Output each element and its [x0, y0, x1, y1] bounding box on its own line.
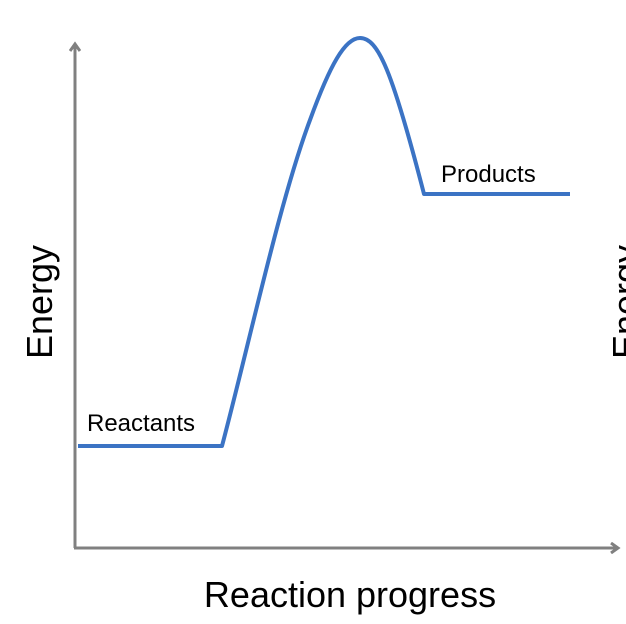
x-axis-label: Reaction progress	[204, 574, 496, 615]
reactants-label: Reactants	[87, 410, 195, 437]
right-partial-label: Energy	[605, 245, 626, 359]
energy-curve	[78, 36, 570, 448]
products-label: Products	[441, 161, 536, 188]
y-axis-label: Energy	[19, 245, 60, 359]
